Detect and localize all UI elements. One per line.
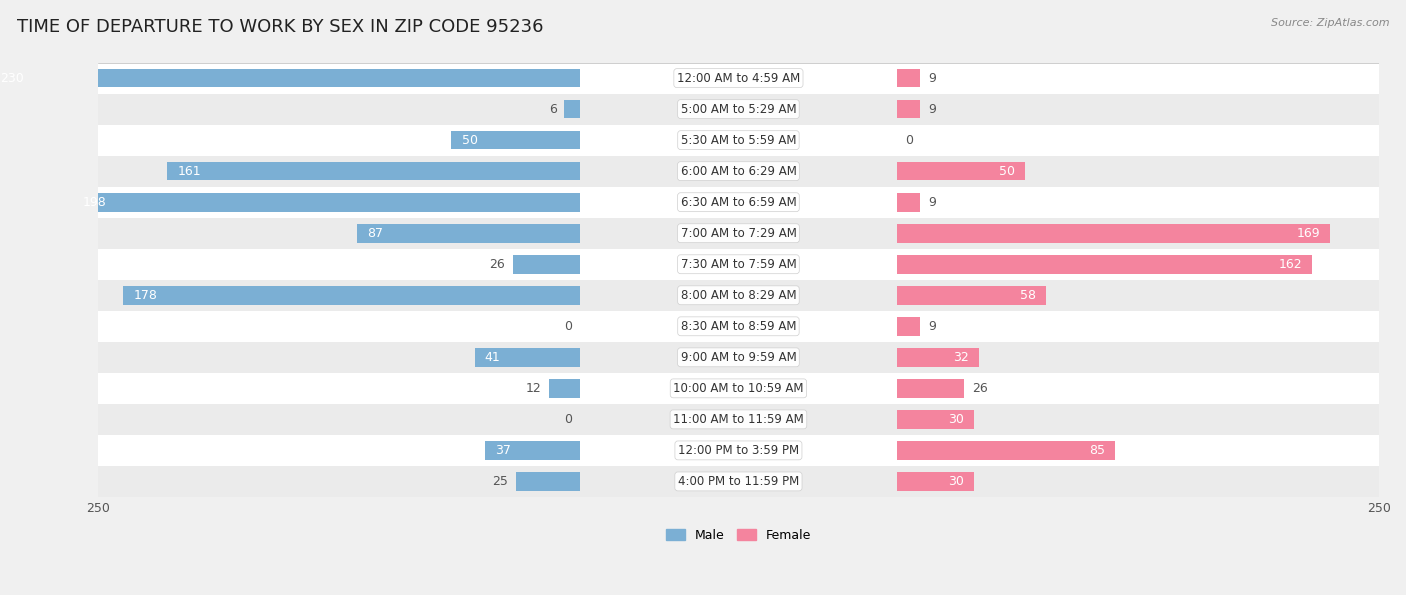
Text: 161: 161 — [177, 165, 201, 178]
Text: 0: 0 — [564, 320, 572, 333]
Text: 9:00 AM to 9:59 AM: 9:00 AM to 9:59 AM — [681, 351, 796, 364]
Text: 10:00 AM to 10:59 AM: 10:00 AM to 10:59 AM — [673, 382, 804, 395]
Bar — [98, 124, 1379, 156]
Bar — [897, 441, 1115, 460]
Text: 169: 169 — [1296, 227, 1320, 240]
Legend: Male, Female: Male, Female — [661, 524, 815, 547]
Bar — [98, 62, 1379, 93]
Bar — [897, 100, 921, 118]
Text: 0: 0 — [905, 134, 912, 146]
Bar — [72, 193, 579, 211]
Bar — [485, 441, 579, 460]
Text: 9: 9 — [928, 71, 936, 84]
Text: 50: 50 — [1000, 165, 1015, 178]
Bar — [564, 100, 579, 118]
Bar — [98, 187, 1379, 218]
Bar — [98, 435, 1379, 466]
Bar — [98, 311, 1379, 342]
Bar — [98, 93, 1379, 124]
Text: 12: 12 — [526, 382, 541, 395]
Bar — [98, 218, 1379, 249]
Bar — [548, 379, 579, 397]
Text: 30: 30 — [948, 475, 965, 488]
Bar — [897, 286, 1046, 305]
Text: 198: 198 — [83, 196, 107, 209]
Bar — [897, 348, 980, 367]
Bar — [98, 466, 1379, 497]
Bar — [0, 69, 579, 87]
Text: 230: 230 — [0, 71, 24, 84]
Text: 26: 26 — [972, 382, 987, 395]
Text: 87: 87 — [367, 227, 382, 240]
Text: 58: 58 — [1019, 289, 1036, 302]
Bar — [897, 379, 965, 397]
Text: TIME OF DEPARTURE TO WORK BY SEX IN ZIP CODE 95236: TIME OF DEPARTURE TO WORK BY SEX IN ZIP … — [17, 18, 543, 36]
Bar — [451, 131, 579, 149]
Text: 6: 6 — [548, 102, 557, 115]
Text: 5:30 AM to 5:59 AM: 5:30 AM to 5:59 AM — [681, 134, 796, 146]
Text: 50: 50 — [461, 134, 478, 146]
Text: 25: 25 — [492, 475, 508, 488]
Bar — [897, 255, 1312, 274]
Bar — [897, 193, 921, 211]
Text: 7:00 AM to 7:29 AM: 7:00 AM to 7:29 AM — [681, 227, 796, 240]
Text: 32: 32 — [953, 351, 969, 364]
Text: 11:00 AM to 11:59 AM: 11:00 AM to 11:59 AM — [673, 413, 804, 426]
Text: 178: 178 — [134, 289, 157, 302]
Bar — [98, 342, 1379, 373]
Bar — [897, 317, 921, 336]
Text: 9: 9 — [928, 320, 936, 333]
Bar — [124, 286, 579, 305]
Bar — [897, 69, 921, 87]
Bar — [897, 162, 1025, 180]
Bar — [98, 249, 1379, 280]
Bar — [98, 280, 1379, 311]
Text: 9: 9 — [928, 196, 936, 209]
Bar — [98, 156, 1379, 187]
Text: 8:30 AM to 8:59 AM: 8:30 AM to 8:59 AM — [681, 320, 796, 333]
Text: 4:00 PM to 11:59 PM: 4:00 PM to 11:59 PM — [678, 475, 799, 488]
Text: 8:00 AM to 8:29 AM: 8:00 AM to 8:29 AM — [681, 289, 796, 302]
Bar — [513, 255, 579, 274]
Text: 0: 0 — [564, 413, 572, 426]
Bar — [516, 472, 579, 491]
Bar — [897, 472, 974, 491]
Text: 37: 37 — [495, 444, 510, 457]
Text: 85: 85 — [1088, 444, 1105, 457]
Text: 5:00 AM to 5:29 AM: 5:00 AM to 5:29 AM — [681, 102, 796, 115]
Bar — [897, 410, 974, 428]
Text: 162: 162 — [1278, 258, 1302, 271]
Bar — [897, 224, 1330, 243]
Bar — [167, 162, 579, 180]
Text: 7:30 AM to 7:59 AM: 7:30 AM to 7:59 AM — [681, 258, 796, 271]
Bar — [98, 373, 1379, 404]
Bar — [98, 404, 1379, 435]
Bar — [357, 224, 579, 243]
Text: 6:30 AM to 6:59 AM: 6:30 AM to 6:59 AM — [681, 196, 796, 209]
Text: 41: 41 — [485, 351, 501, 364]
Text: 12:00 AM to 4:59 AM: 12:00 AM to 4:59 AM — [676, 71, 800, 84]
Text: 12:00 PM to 3:59 PM: 12:00 PM to 3:59 PM — [678, 444, 799, 457]
Text: 9: 9 — [928, 102, 936, 115]
Text: 30: 30 — [948, 413, 965, 426]
Text: 26: 26 — [489, 258, 505, 271]
Text: Source: ZipAtlas.com: Source: ZipAtlas.com — [1271, 18, 1389, 28]
Bar — [474, 348, 579, 367]
Text: 6:00 AM to 6:29 AM: 6:00 AM to 6:29 AM — [681, 165, 796, 178]
